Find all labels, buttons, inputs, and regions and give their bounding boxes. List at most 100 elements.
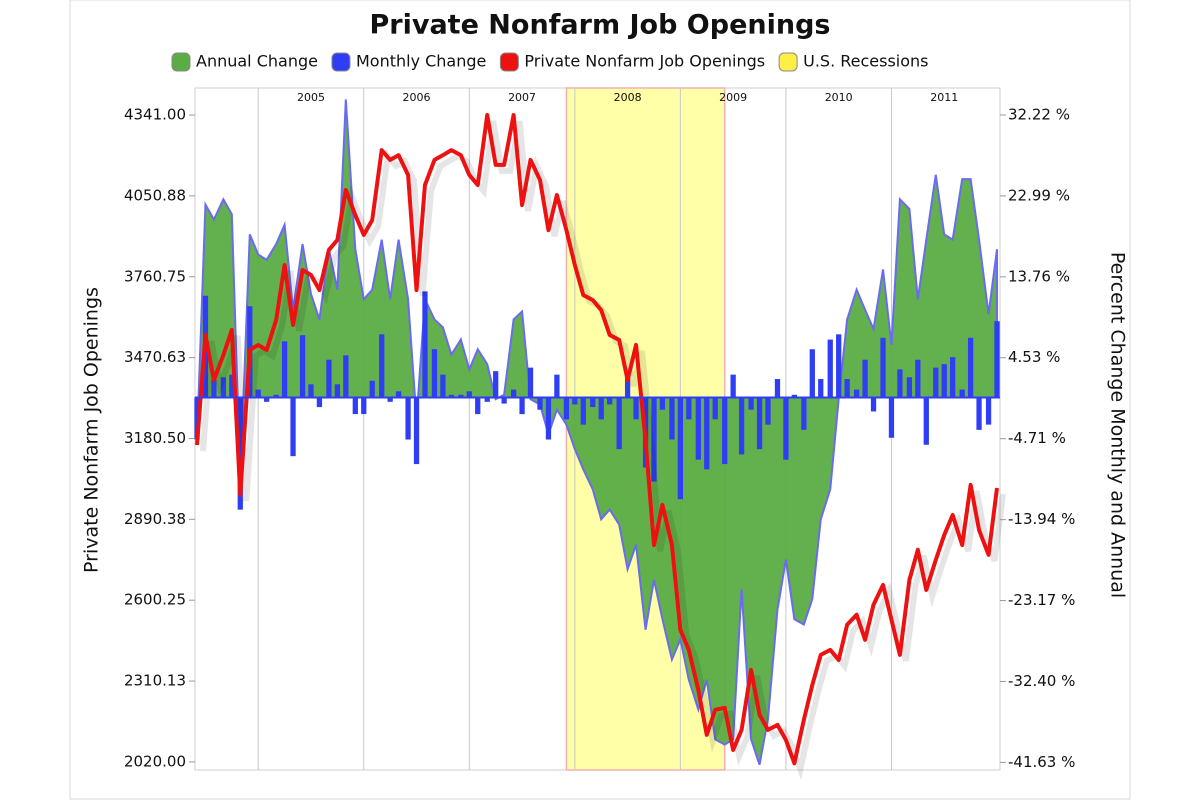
monthly-change-bar xyxy=(651,397,657,482)
legend-swatch xyxy=(778,52,798,72)
y-tick-label: 3470.63 xyxy=(124,348,186,366)
monthly-change-bar xyxy=(659,397,666,410)
monthly-change-bar xyxy=(326,359,332,398)
monthly-change-bar xyxy=(959,389,965,398)
monthly-change-bar xyxy=(273,394,279,398)
monthly-change-bar xyxy=(853,389,860,398)
y-axis-title: Private Nonfarm Job Openings xyxy=(81,287,103,573)
monthly-change-bar xyxy=(801,397,807,430)
y-tick-label: 2310.13 xyxy=(124,672,186,690)
monthly-change-bar xyxy=(299,335,306,398)
x-tick-label: 2006 xyxy=(403,91,431,104)
monthly-change-bar xyxy=(870,397,877,412)
y2-tick-label: 22.99 % xyxy=(1008,186,1070,204)
x-tick-label: 2010 xyxy=(825,91,853,104)
y2-tick-label: -23.17 % xyxy=(1008,591,1075,609)
job-openings-line xyxy=(195,113,999,766)
plot-area xyxy=(194,87,1006,781)
monthly-change-bar xyxy=(836,334,842,398)
chart-title: Private Nonfarm Job Openings xyxy=(370,10,831,41)
monthly-change-bar xyxy=(563,397,570,420)
monthly-change-bar xyxy=(264,397,270,402)
monthly-change-bar xyxy=(537,397,543,410)
monthly-change-bar xyxy=(598,397,604,420)
monthly-change-bar xyxy=(413,397,420,465)
x-tick-label: 2005 xyxy=(297,91,325,104)
monthly-change-bar xyxy=(572,397,578,405)
monthly-change-bar xyxy=(616,397,622,450)
y2-tick-label: -4.71 % xyxy=(1008,429,1066,447)
monthly-change-bar xyxy=(440,374,446,398)
monthly-change-bar xyxy=(862,359,868,398)
monthly-change-bar xyxy=(818,379,824,398)
monthly-change-bar xyxy=(730,374,736,398)
monthly-change-bar xyxy=(361,397,367,415)
monthly-change-bar xyxy=(738,397,745,455)
monthly-change-bar xyxy=(255,389,261,398)
monthly-change-bar xyxy=(290,397,296,457)
y-tick-label: 3180.50 xyxy=(124,429,186,447)
legend-label: Annual Change xyxy=(196,52,318,71)
y2-axis-title: Percent Change Monthly and Annual xyxy=(1107,252,1129,598)
monthly-change-bar xyxy=(844,379,850,398)
monthly-change-bar xyxy=(554,374,560,398)
monthly-change-bar xyxy=(809,349,815,398)
monthly-change-bar xyxy=(334,384,341,398)
legend-label: Private Nonfarm Job Openings xyxy=(524,52,765,71)
legend-swatch xyxy=(331,52,351,72)
monthly-change-bar xyxy=(545,397,552,440)
monthly-change-bar xyxy=(933,367,939,398)
monthly-change-bar xyxy=(950,357,956,398)
monthly-change-bar xyxy=(501,397,507,404)
monthly-change-bar xyxy=(580,397,586,425)
monthly-change-bar xyxy=(369,380,375,398)
monthly-change-bar xyxy=(888,397,895,438)
legend-swatch xyxy=(499,52,519,72)
monthly-change-bar xyxy=(765,397,771,425)
monthly-change-bar xyxy=(880,337,886,398)
y2-tick-label: -32.40 % xyxy=(1008,672,1075,690)
monthly-change-bar xyxy=(194,397,200,440)
monthly-change-bar xyxy=(669,397,675,440)
monthly-change-bar xyxy=(387,397,393,402)
monthly-change-bar xyxy=(281,341,288,398)
monthly-change-bar xyxy=(458,394,464,398)
monthly-change-bar xyxy=(352,397,358,415)
monthly-change-bar xyxy=(906,377,913,398)
monthly-change-bar xyxy=(923,397,929,445)
monthly-change-bar xyxy=(704,397,710,470)
x-tick-label: 2007 xyxy=(508,91,536,104)
monthly-change-bar xyxy=(791,394,797,398)
legend-label: Monthly Change xyxy=(356,52,486,71)
monthly-change-bar xyxy=(343,355,349,398)
monthly-change-bar xyxy=(967,337,974,398)
monthly-change-bar xyxy=(686,397,692,420)
x-tick-label: 2011 xyxy=(930,91,958,104)
monthly-change-bar xyxy=(211,379,217,398)
monthly-change-bar xyxy=(712,397,718,420)
legend: Annual Change Monthly Change Private Nonfa… xyxy=(171,52,929,72)
monthly-change-bar xyxy=(308,384,314,398)
y-tick-label: 3760.75 xyxy=(124,267,186,285)
monthly-change-bar xyxy=(774,379,781,398)
monthly-change-bar xyxy=(316,397,323,408)
monthly-change-bar xyxy=(783,397,789,460)
monthly-change-bar xyxy=(431,349,438,398)
monthly-change-bar xyxy=(695,397,701,460)
y2-tick-label: 32.22 % xyxy=(1008,105,1070,123)
x-tick-label: 2009 xyxy=(719,91,747,104)
monthly-change-bar xyxy=(607,397,613,405)
legend-label: U.S. Recessions xyxy=(803,52,928,71)
x-tick-label: 2008 xyxy=(614,91,642,104)
y2-tick-label: 4.53 % xyxy=(1008,348,1060,366)
monthly-change-bar xyxy=(994,321,1000,398)
monthly-change-bar xyxy=(976,397,982,430)
monthly-change-bar xyxy=(624,371,631,398)
monthly-change-bar xyxy=(748,397,754,410)
y2-tick-label: -41.63 % xyxy=(1008,753,1075,771)
monthly-change-bar xyxy=(519,397,525,415)
monthly-change-bar xyxy=(405,397,411,440)
monthly-change-bar xyxy=(677,397,684,500)
monthly-change-bar xyxy=(475,397,481,415)
